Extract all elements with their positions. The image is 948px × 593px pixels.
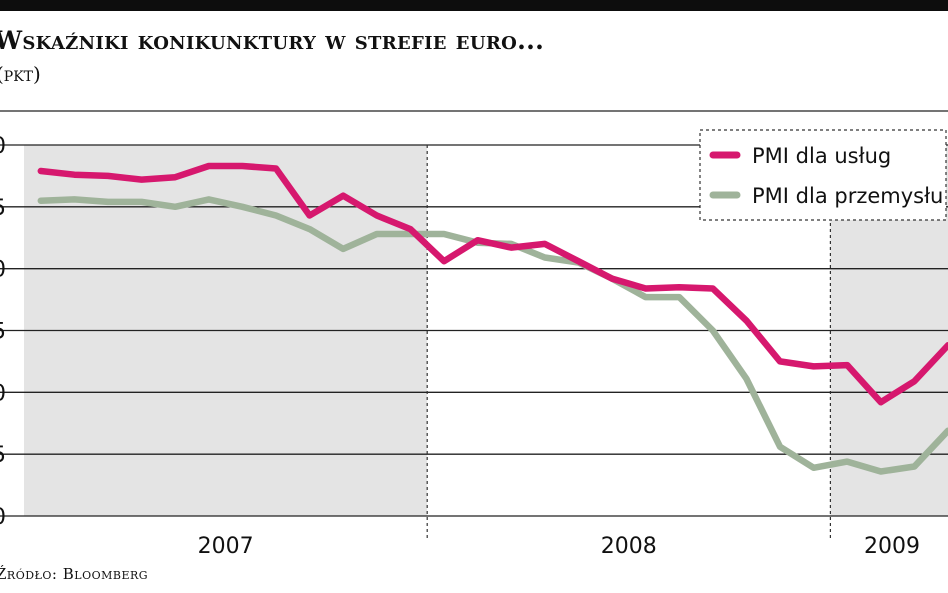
x-label-2007: 2007 [198, 534, 254, 559]
y-tick-label-35: 35 [0, 443, 6, 468]
unit-label: (pkt) [0, 62, 41, 86]
series-line-services [37, 162, 948, 406]
y-tick-label-55: 55 [0, 196, 6, 221]
legend-label-manufacturing: PMI dla przemysłu [752, 184, 943, 208]
y-tick-label-40: 40 [0, 381, 6, 406]
y-tick-label-50: 50 [0, 258, 6, 283]
top-bar [0, 0, 948, 11]
y-tick-label-60: 60 [0, 134, 6, 159]
x-label-2008: 2008 [601, 534, 657, 559]
legend-box [699, 129, 947, 221]
chart-title: Wskaźniki konikunktury w strefie euro... [0, 26, 545, 55]
y-tick-label-30: 30 [0, 505, 6, 530]
legend-label-services: PMI dla usług [752, 144, 891, 168]
source-note: Źródło: Bloomberg [0, 565, 149, 583]
y-tick-label-45: 45 [0, 320, 6, 345]
x-label-2009: 2009 [864, 534, 920, 559]
